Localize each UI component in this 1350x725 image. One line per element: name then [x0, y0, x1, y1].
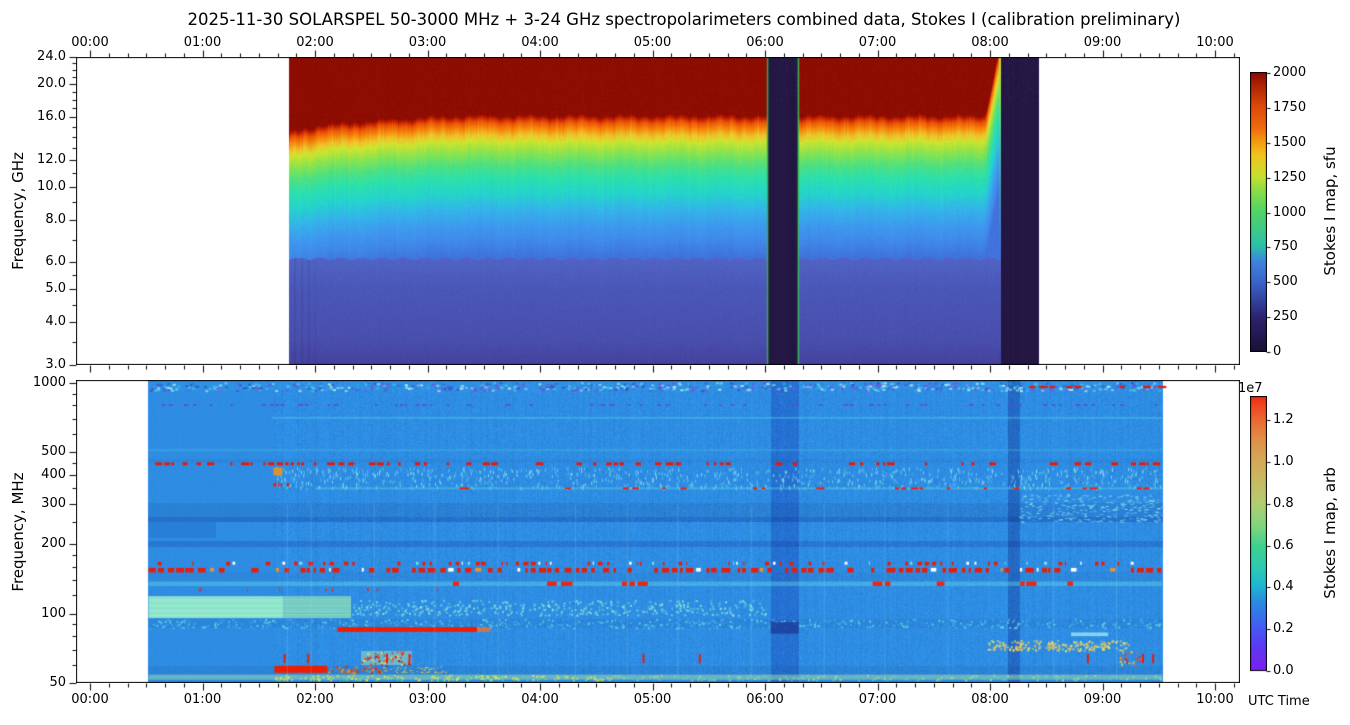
bottom-xtick-label: 07:00 — [858, 692, 897, 707]
ghz-ytick-label: 24.0 — [37, 49, 66, 64]
arb-colorbar-tick-label: 0.0 — [1273, 663, 1294, 678]
arb-colorbar-label: Stokes I map, arb — [1321, 467, 1339, 599]
bottom-xtick-label: 04:00 — [521, 692, 559, 707]
top-xtick-label: 04:00 — [521, 35, 559, 50]
arb-colorbar-tick-label: 0.8 — [1273, 495, 1294, 511]
arb-colorbar-tick-label: 0.6 — [1273, 537, 1294, 553]
bottom-xtick-label: 00:00 — [71, 692, 109, 707]
sfu-colorbar-tick-label: 1500 — [1273, 134, 1307, 150]
sfu-colorbar-tick-label: 1750 — [1273, 99, 1307, 115]
arb-colorbar-tick-label: 1.0 — [1273, 453, 1294, 469]
arb-colorbar-tick-label: 1.2 — [1273, 412, 1294, 427]
sfu-colorbar-tick-label: 0 — [1273, 344, 1282, 359]
ghz-ytick-label: 5.0 — [45, 281, 66, 297]
bottom-xtick-label: 02:00 — [296, 692, 334, 707]
top-xtick-label: 06:00 — [746, 35, 784, 50]
sfu-colorbar-tick-label: 750 — [1273, 239, 1298, 255]
mhz-ytick-label: 300 — [41, 495, 66, 511]
top-xtick-label: 00:00 — [71, 35, 109, 50]
mhz-ytick-label: 500 — [41, 444, 66, 460]
sfu-colorbar-label: Stokes I map, sfu — [1321, 146, 1339, 276]
bottom-xtick-label: 10:00 — [1196, 692, 1234, 707]
ghz-ytick-label: 20.0 — [37, 76, 66, 91]
bottom-xtick-label: 05:00 — [633, 692, 672, 707]
mhz-ytick-label: 1000 — [32, 375, 66, 390]
bottom-xtick-label: 06:00 — [746, 692, 784, 707]
sfu-colorbar-canvas — [1250, 72, 1267, 352]
mhz-ytick-label: 100 — [41, 605, 66, 621]
top-xtick-label: 07:00 — [858, 35, 897, 50]
arb-colorbar-canvas — [1250, 396, 1267, 672]
bottom-xtick-label: 08:00 — [971, 692, 1009, 707]
mhz-ytick-label: 200 — [41, 536, 66, 552]
exponent-offset-label: 1e7 — [1238, 381, 1263, 396]
top-xtick-label: 09:00 — [1083, 35, 1122, 50]
top-xtick-label: 08:00 — [971, 35, 1009, 50]
top-xtick-label: 01:00 — [183, 35, 222, 50]
ghz-ytick-label: 10.0 — [37, 178, 66, 194]
ghz-ytick-label: 8.0 — [45, 211, 66, 227]
ghz-ytick-label: 3.0 — [45, 357, 66, 372]
mhz-axis-label: Frequency, MHz — [9, 472, 27, 592]
ghz-spectrogram-canvas — [76, 57, 1240, 365]
top-xtick-label: 05:00 — [633, 35, 672, 50]
bottom-xtick-label: 03:00 — [408, 692, 447, 707]
utc-time-label: UTC Time — [1248, 694, 1310, 709]
mhz-spectrogram-canvas — [76, 380, 1240, 683]
sfu-colorbar-tick-label: 250 — [1273, 309, 1298, 325]
bottom-xtick-label: 01:00 — [183, 692, 222, 707]
arb-colorbar-tick-label: 0.2 — [1273, 621, 1294, 637]
ghz-ytick-label: 16.0 — [37, 109, 66, 125]
sfu-colorbar-tick-label: 500 — [1273, 274, 1298, 290]
ghz-ytick-label: 4.0 — [45, 314, 66, 330]
sfu-colorbar-tick-label: 2000 — [1273, 65, 1307, 80]
ghz-ytick-label: 6.0 — [45, 254, 66, 270]
top-xtick-label: 03:00 — [408, 35, 447, 50]
top-xtick-label: 02:00 — [296, 35, 334, 50]
top-xtick-label: 10:00 — [1196, 35, 1234, 50]
ghz-axis-label: Frequency, GHz — [9, 152, 27, 270]
sfu-colorbar-tick-label: 1250 — [1273, 169, 1307, 185]
arb-colorbar-tick-label: 0.4 — [1273, 579, 1294, 595]
ghz-ytick-label: 12.0 — [37, 151, 66, 167]
sfu-colorbar-tick-label: 1000 — [1273, 204, 1307, 220]
mhz-ytick-label: 400 — [41, 466, 66, 482]
bottom-xtick-label: 09:00 — [1083, 692, 1122, 707]
mhz-ytick-label: 50 — [49, 675, 66, 691]
